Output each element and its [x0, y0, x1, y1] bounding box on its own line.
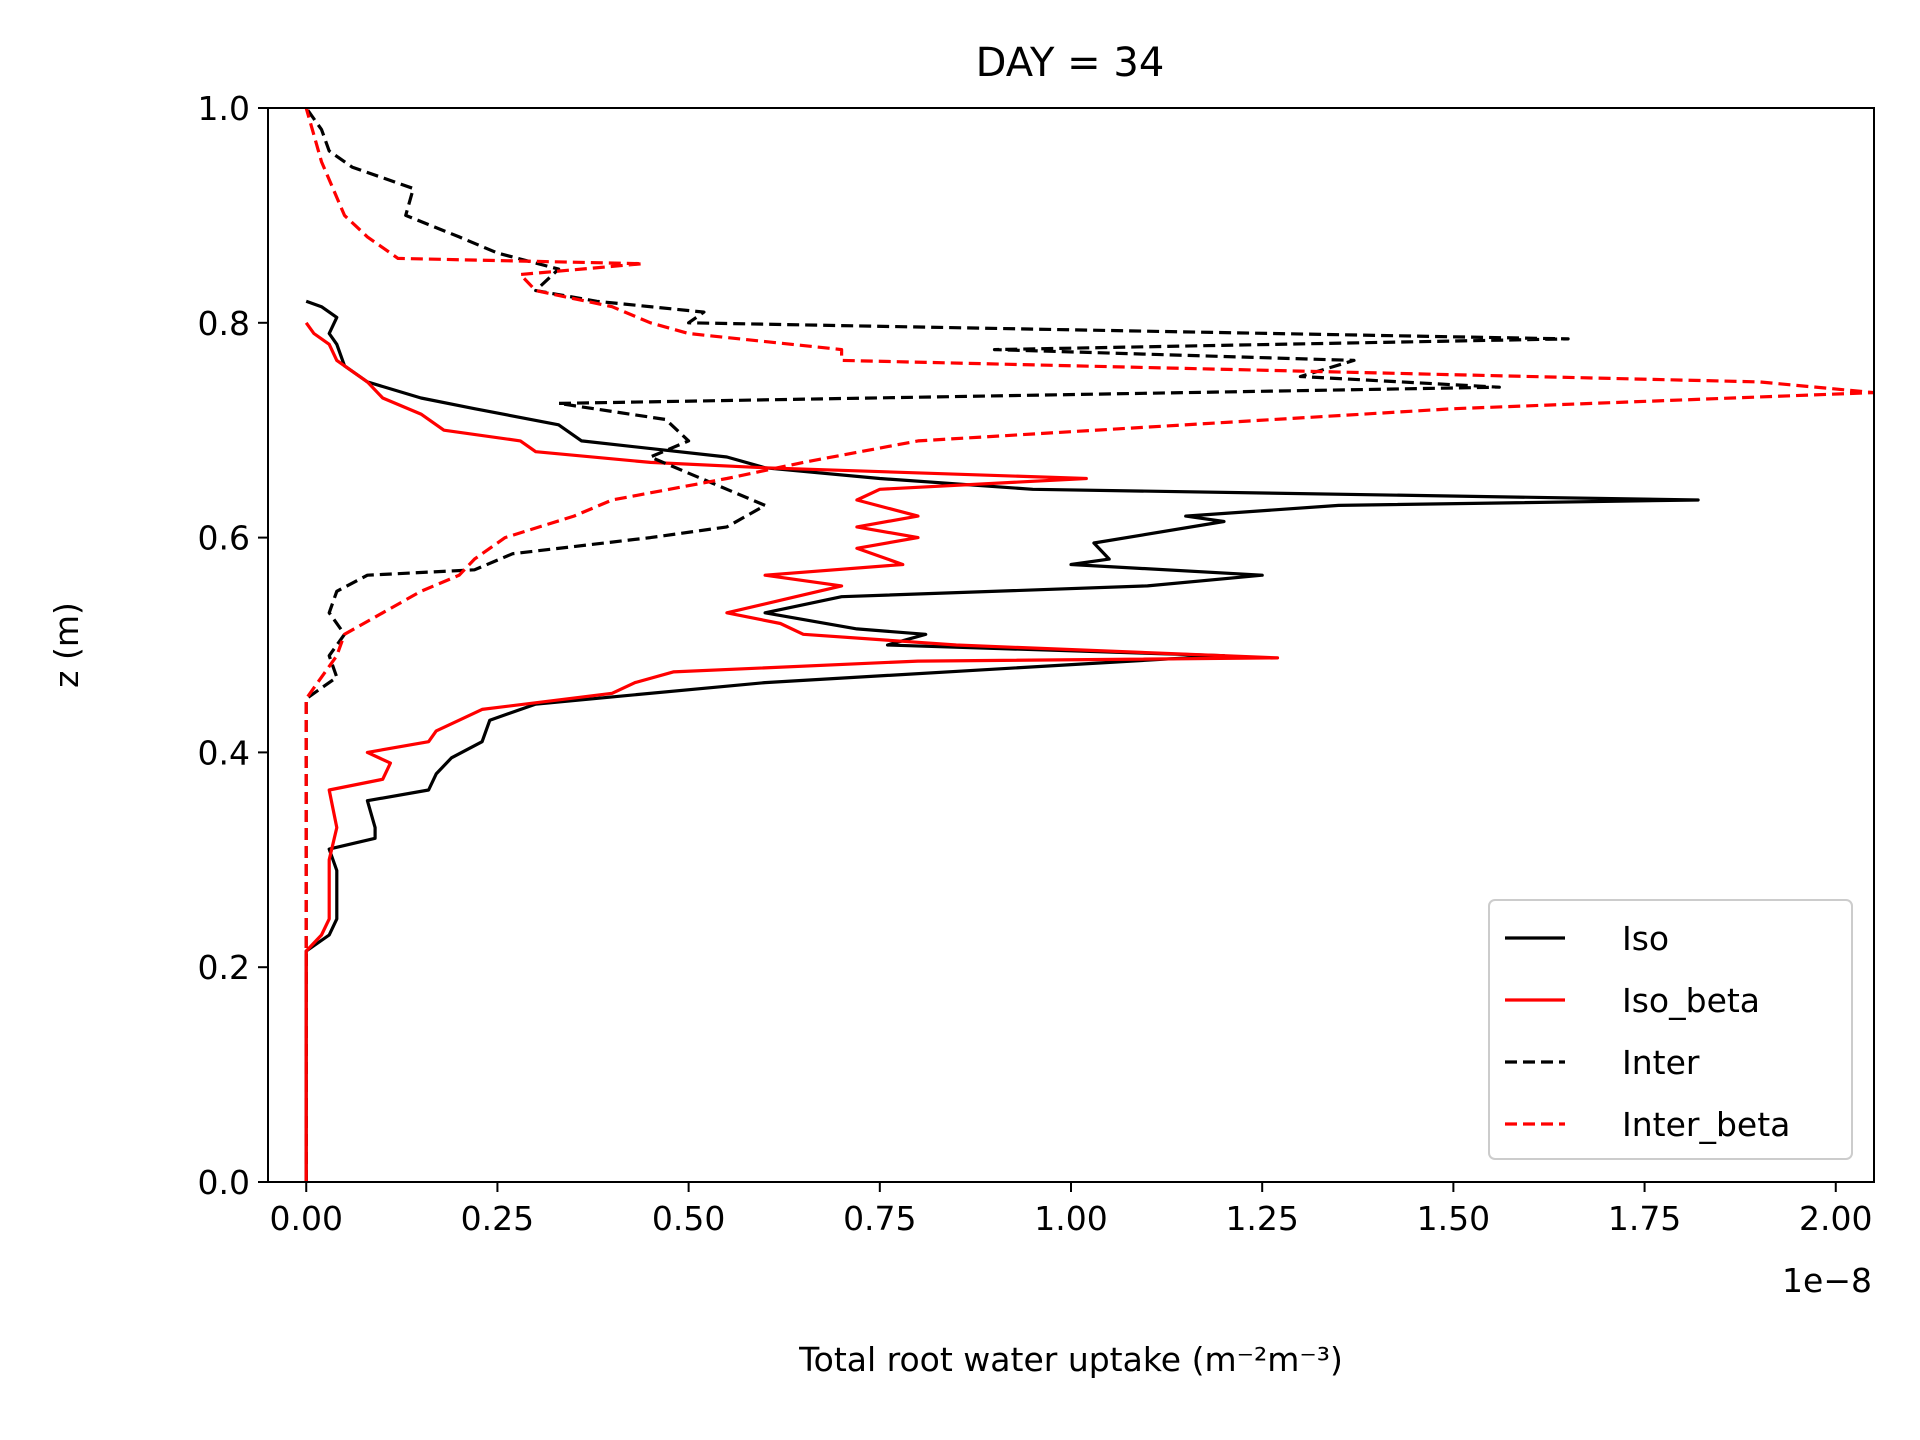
legend-label-iso-beta: Iso_beta [1622, 981, 1760, 1020]
x-axis-title: Total root water uptake (m⁻²m⁻³) [798, 1340, 1343, 1379]
series-line-inter-beta [304, 108, 1874, 1182]
x-tick-label: 0.00 [269, 1199, 342, 1238]
x-tick-label: 1.75 [1608, 1199, 1681, 1238]
series-line-inter [304, 108, 1570, 1182]
legend-label-inter-beta: Inter_beta [1622, 1105, 1790, 1144]
legend-label-inter: Inter [1622, 1043, 1700, 1082]
x-tick-label: 1.25 [1225, 1199, 1298, 1238]
x-tick-label: 0.75 [843, 1199, 916, 1238]
x-axis: 0.00 0.25 0.50 0.75 1.00 1.25 1.50 1.75 2.00 [269, 1182, 1873, 1238]
series-line-iso-beta [304, 321, 1280, 1182]
x-offset-text: 1e−8 [1782, 1261, 1872, 1300]
y-tick-label: 0.4 [198, 733, 250, 772]
y-tick-label: 0.0 [198, 1163, 250, 1202]
x-tick-label: 0.25 [461, 1199, 534, 1238]
legend: Iso Iso_beta Inter Inter_beta [1488, 899, 1853, 1160]
plot-lines [304, 108, 1874, 1182]
x-tick-label: 1.50 [1417, 1199, 1490, 1238]
legend-box [1488, 899, 1853, 1160]
chart-title: DAY = 34 [976, 40, 1165, 86]
y-tick-label: 0.8 [198, 304, 250, 343]
y-axis: 0.0 0.2 0.4 0.6 0.8 1.0 [198, 89, 268, 1202]
y-axis-title: z (m) [47, 602, 86, 688]
x-tick-label: 1.00 [1034, 1199, 1107, 1238]
y-tick-label: 0.6 [198, 519, 250, 558]
y-tick-label: 1.0 [198, 89, 250, 128]
series-line-iso [304, 299, 1700, 1182]
x-tick-label: 0.50 [652, 1199, 725, 1238]
legend-label-iso: Iso [1622, 919, 1669, 958]
x-tick-label: 2.00 [1799, 1199, 1872, 1238]
y-tick-label: 0.2 [198, 948, 250, 987]
